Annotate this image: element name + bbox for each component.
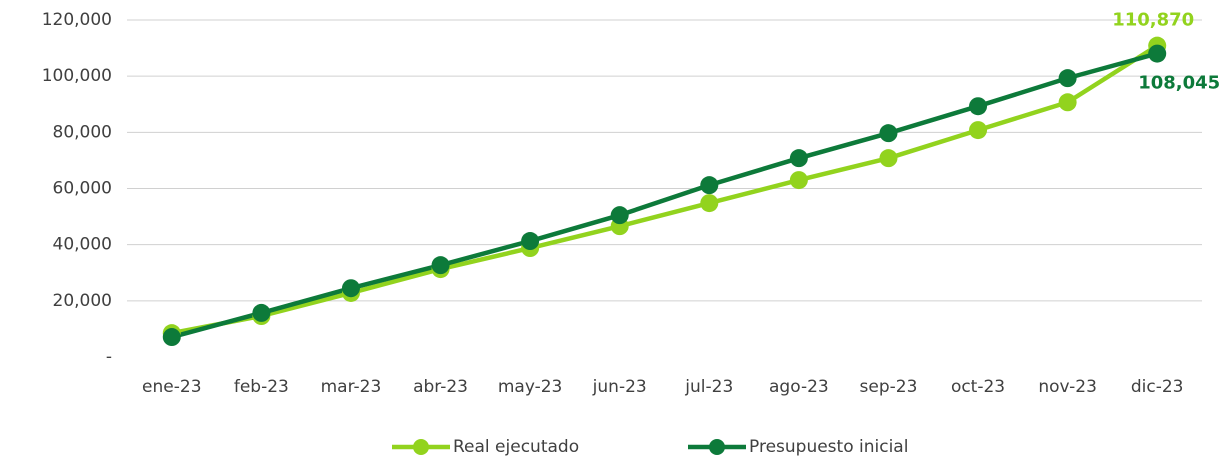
legend-marker [709,439,725,455]
marker [700,194,719,213]
legend-label: Presupuesto inicial [749,437,908,457]
marker [610,206,629,225]
marker [969,97,988,116]
series-line [171,51,1158,340]
marker [431,256,450,275]
marker [789,171,808,190]
marker [1058,69,1077,88]
series-line [171,43,1159,336]
legend-marker [413,439,429,455]
x-tick-label: sep-23 [860,377,918,397]
marker [969,121,988,140]
x-tick-label: mar-23 [321,377,382,397]
marker [521,232,540,251]
y-tick-label: 120,000 [42,10,112,30]
x-tick-label: dic-23 [1131,377,1184,397]
marker [879,124,898,143]
x-tick-label: may-23 [498,377,563,397]
marker [252,303,271,322]
marker [789,149,808,168]
x-tick-label: feb-23 [234,377,289,397]
x-tick-label: ene-23 [142,377,201,397]
y-tick-label: 60,000 [53,179,112,199]
x-tick-label: abr-23 [413,377,468,397]
x-tick-label: ago-23 [769,377,829,397]
marker [879,149,898,168]
legend-label: Real ejecutado [453,437,579,457]
data-label: 108,045 [1138,73,1220,94]
marker [341,279,360,298]
x-tick-label: nov-23 [1038,377,1097,397]
y-tick-label: 40,000 [53,235,112,255]
marker [1058,93,1077,112]
marker [1148,44,1167,63]
marker [162,328,181,347]
y-tick-label: 100,000 [42,66,112,86]
x-tick-label: jul-23 [684,377,733,397]
y-tick-label: 80,000 [53,122,112,142]
data-label: 110,870 [1112,10,1194,31]
marker [700,176,719,195]
x-tick-label: oct-23 [951,377,1005,397]
x-tick-label: jun-23 [592,377,647,397]
y-tick-label: - [106,347,112,367]
y-tick-label: 20,000 [53,291,112,311]
